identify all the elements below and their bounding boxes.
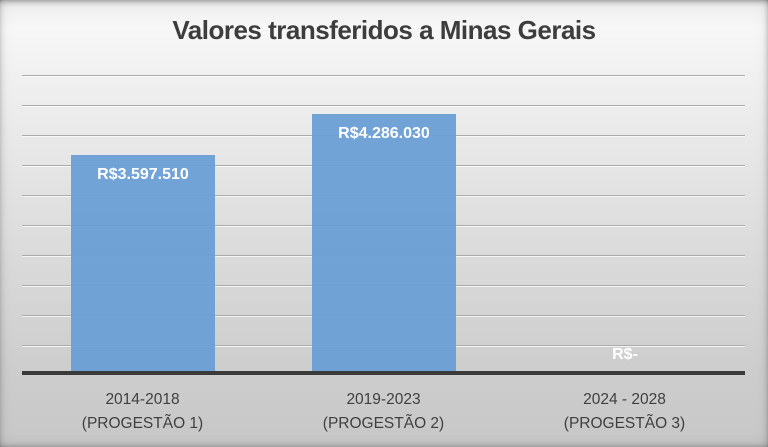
bar-data-label-zero: R$- bbox=[612, 346, 638, 363]
bar-1: R$3.597.510 bbox=[71, 155, 215, 371]
x-axis-label-period: 2014-2018 bbox=[105, 391, 180, 408]
chart-title: Valores transferidos a Minas Gerais bbox=[172, 15, 596, 45]
bar-data-label: R$3.597.510 bbox=[97, 166, 189, 183]
bar-data-label: R$4.286.030 bbox=[338, 125, 430, 142]
x-axis-label-2: 2019-2023 (PROGESTÃO 2) bbox=[263, 388, 504, 436]
x-axis-label-3: 2024 - 2028 (PROGESTÃO 3) bbox=[504, 388, 745, 436]
x-axis-label-program: (PROGESTÃO 2) bbox=[322, 415, 445, 432]
gridline bbox=[22, 105, 745, 106]
x-axis-label-period: 2024 - 2028 bbox=[583, 391, 666, 408]
gridline bbox=[22, 75, 745, 76]
x-axis-label-period: 2019-2023 bbox=[346, 391, 421, 408]
x-axis-label-program: (PROGESTÃO 1) bbox=[81, 415, 204, 432]
x-axis-label-1: 2014-2018 (PROGESTÃO 1) bbox=[22, 388, 263, 436]
x-axis-label-program: (PROGESTÃO 3) bbox=[563, 415, 686, 432]
plot-area: R$3.597.510 R$4.286.030 R$- bbox=[22, 75, 745, 375]
x-axis-labels: 2014-2018 (PROGESTÃO 1) 2019-2023 (PROGESTÃ… bbox=[22, 388, 745, 440]
bar-2: R$4.286.030 bbox=[312, 114, 456, 371]
